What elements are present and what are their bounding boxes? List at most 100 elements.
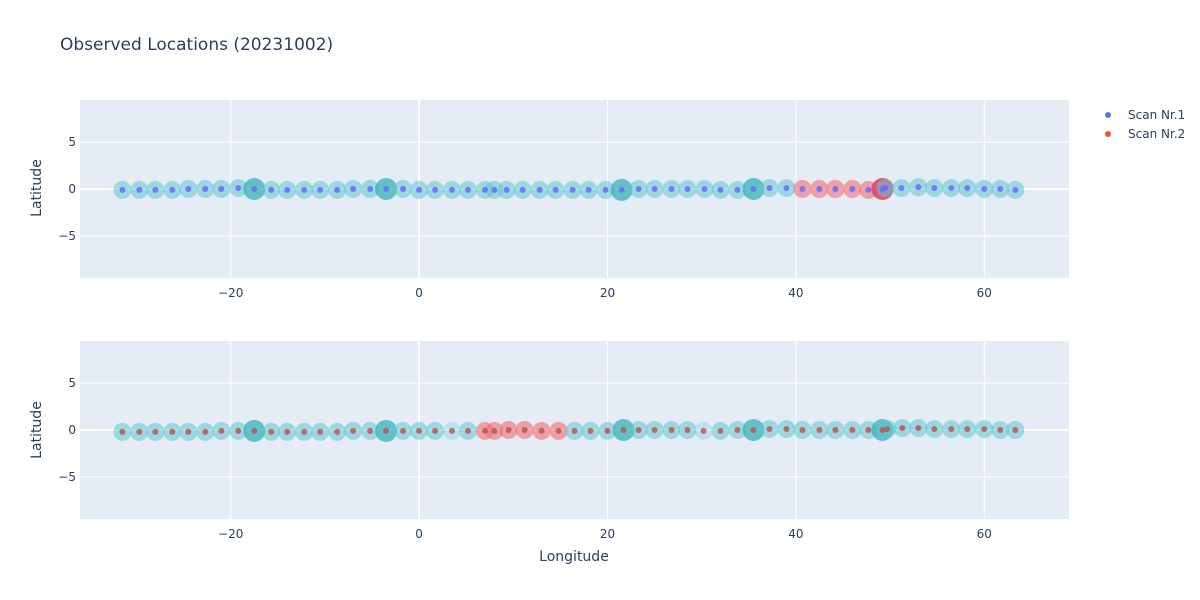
data-point-scan-2[interactable]: [169, 428, 176, 435]
data-point-scan-1[interactable]: [334, 186, 341, 193]
data-point-scan-2[interactable]: [284, 428, 291, 435]
data-point-scan-1[interactable]: [766, 185, 773, 192]
data-point-scan-2[interactable]: [449, 427, 456, 434]
data-point-scan-1[interactable]: [816, 186, 823, 192]
data-point-scan-1[interactable]: [519, 186, 526, 193]
data-point-scan-1[interactable]: [416, 186, 423, 193]
data-point-scan-2[interactable]: [482, 427, 489, 434]
data-point-scan-2[interactable]: [997, 427, 1004, 433]
data-point-scan-2[interactable]: [555, 427, 562, 434]
data-point-scan-2[interactable]: [948, 426, 955, 433]
data-point-scan-2[interactable]: [783, 426, 790, 433]
data-point-scan-1[interactable]: [284, 186, 291, 193]
data-point-scan-2[interactable]: [367, 427, 374, 434]
data-point-scan-2[interactable]: [799, 427, 806, 433]
legend-item-scan-2[interactable]: Scan Nr.2: [1105, 127, 1185, 141]
data-point-scan-1[interactable]: [465, 186, 472, 193]
data-point-scan-2[interactable]: [136, 428, 143, 435]
data-point-scan-2[interactable]: [981, 426, 988, 433]
data-point-scan-2[interactable]: [268, 428, 275, 435]
data-point-scan-1[interactable]: [202, 186, 209, 192]
data-point-scan-1[interactable]: [400, 186, 407, 192]
data-point-scan-1[interactable]: [750, 186, 757, 192]
data-point-scan-2[interactable]: [119, 428, 126, 435]
data-point-scan-2[interactable]: [587, 427, 594, 434]
data-point-scan-1[interactable]: [569, 186, 576, 193]
data-point-scan-2[interactable]: [684, 427, 691, 433]
legend-item-scan-1[interactable]: Scan Nr.1: [1105, 108, 1185, 122]
data-point-scan-2[interactable]: [251, 427, 258, 434]
data-point-scan-1[interactable]: [482, 186, 489, 193]
data-point-scan-1[interactable]: [915, 184, 922, 191]
data-point-scan-1[interactable]: [783, 185, 790, 192]
data-point-scan-2[interactable]: [491, 427, 498, 434]
data-point-scan-2[interactable]: [416, 427, 423, 434]
data-point-scan-2[interactable]: [400, 427, 407, 434]
data-point-scan-1[interactable]: [317, 186, 324, 193]
data-point-scan-1[interactable]: [618, 186, 625, 193]
data-point-scan-1[interactable]: [503, 186, 510, 193]
data-point-scan-2[interactable]: [383, 427, 390, 434]
data-point-scan-1[interactable]: [432, 186, 439, 193]
data-point-scan-2[interactable]: [218, 427, 225, 434]
data-point-scan-2[interactable]: [964, 426, 971, 433]
data-point-scan-2[interactable]: [505, 427, 512, 433]
data-point-scan-2[interactable]: [432, 427, 439, 434]
data-point-scan-2[interactable]: [915, 425, 922, 432]
data-point-scan-1[interactable]: [651, 186, 658, 192]
data-point-scan-1[interactable]: [602, 186, 609, 193]
data-point-scan-2[interactable]: [717, 427, 724, 434]
data-point-scan-2[interactable]: [1012, 427, 1019, 433]
data-point-scan-1[interactable]: [684, 186, 691, 192]
data-point-scan-1[interactable]: [585, 186, 592, 193]
data-point-scan-2[interactable]: [152, 428, 159, 435]
data-point-scan-2[interactable]: [899, 425, 906, 432]
data-point-scan-1[interactable]: [865, 186, 872, 193]
data-point-scan-1[interactable]: [169, 186, 176, 193]
data-point-scan-1[interactable]: [119, 186, 126, 193]
data-point-scan-2[interactable]: [865, 427, 872, 433]
data-point-scan-1[interactable]: [734, 186, 741, 193]
data-point-scan-2[interactable]: [734, 427, 741, 433]
data-point-scan-1[interactable]: [251, 186, 258, 192]
data-point-scan-1[interactable]: [152, 186, 159, 193]
legend[interactable]: Scan Nr.1 Scan Nr.2: [1105, 108, 1185, 141]
data-point-scan-2[interactable]: [317, 428, 324, 435]
data-point-scan-2[interactable]: [635, 427, 642, 433]
data-point-scan-2[interactable]: [849, 427, 856, 433]
data-point-scan-1[interactable]: [301, 186, 308, 193]
data-point-scan-2[interactable]: [350, 427, 357, 434]
data-point-scan-1[interactable]: [849, 186, 856, 192]
data-point-scan-1[interactable]: [185, 186, 192, 192]
data-point-scan-2[interactable]: [816, 427, 823, 433]
data-point-scan-1[interactable]: [536, 186, 543, 193]
data-point-scan-2[interactable]: [884, 426, 891, 433]
data-point-scan-2[interactable]: [832, 427, 839, 433]
data-point-scan-1[interactable]: [350, 186, 357, 192]
data-point-scan-2[interactable]: [334, 428, 341, 435]
data-point-scan-1[interactable]: [1012, 186, 1019, 193]
data-point-scan-1[interactable]: [931, 185, 938, 192]
data-point-scan-2[interactable]: [620, 427, 627, 433]
data-point-scan-2[interactable]: [185, 428, 192, 435]
data-point-scan-2[interactable]: [700, 427, 707, 434]
data-point-scan-1[interactable]: [552, 186, 559, 193]
data-point-scan-2[interactable]: [651, 427, 658, 433]
data-point-scan-2[interactable]: [750, 427, 757, 433]
data-point-scan-2[interactable]: [931, 426, 938, 433]
data-point-scan-1[interactable]: [218, 186, 225, 192]
data-point-scan-1[interactable]: [268, 186, 275, 193]
data-point-scan-1[interactable]: [964, 185, 971, 192]
data-point-scan-1[interactable]: [383, 186, 390, 192]
data-point-scan-1[interactable]: [948, 185, 955, 192]
data-point-scan-1[interactable]: [491, 186, 498, 193]
data-point-scan-2[interactable]: [301, 428, 308, 435]
data-point-scan-1[interactable]: [701, 186, 708, 192]
data-point-scan-2[interactable]: [766, 426, 773, 433]
data-point-scan-1[interactable]: [997, 186, 1004, 192]
data-point-scan-2[interactable]: [538, 427, 545, 434]
data-point-scan-1[interactable]: [136, 186, 143, 193]
data-point-scan-1[interactable]: [235, 185, 242, 192]
data-point-scan-1[interactable]: [449, 186, 456, 193]
data-point-scan-1[interactable]: [668, 186, 675, 192]
